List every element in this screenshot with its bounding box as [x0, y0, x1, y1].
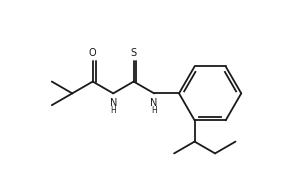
Text: H: H: [151, 106, 157, 115]
Text: S: S: [131, 48, 137, 58]
Text: H: H: [110, 106, 116, 115]
Text: O: O: [89, 48, 97, 58]
Text: N: N: [109, 98, 117, 108]
Text: N: N: [150, 98, 158, 108]
